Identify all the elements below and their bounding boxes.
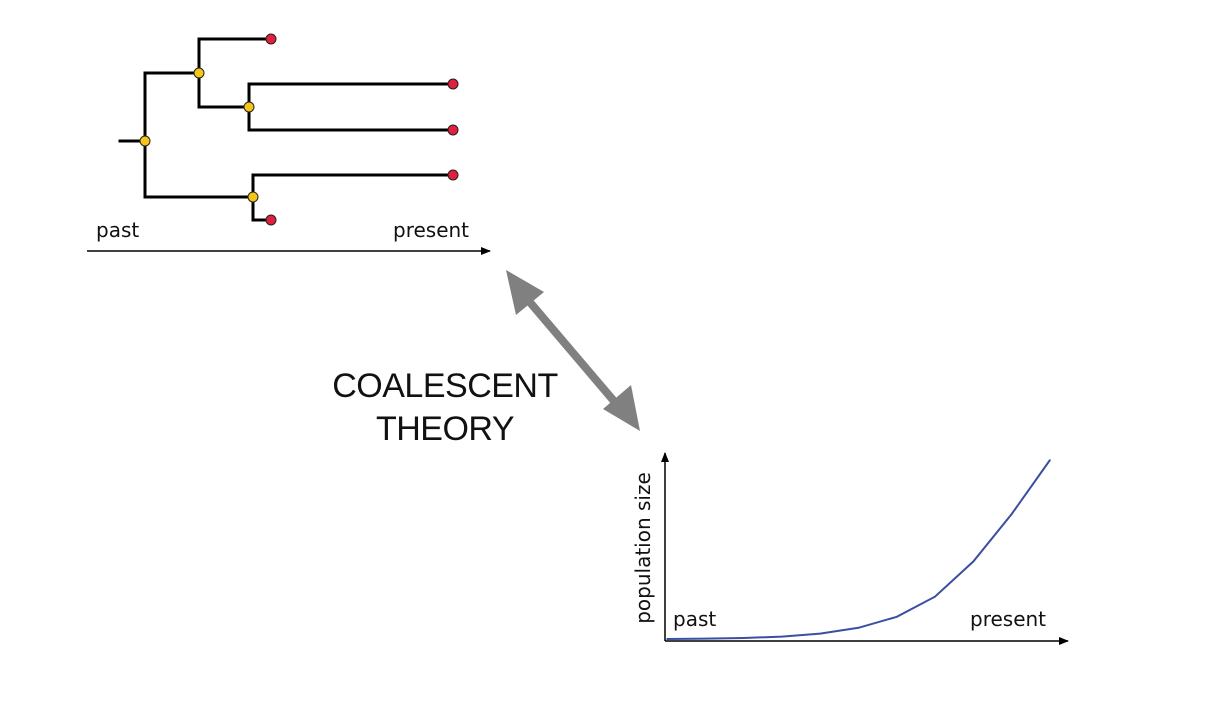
coalescent-node (247, 191, 259, 203)
population-point (819, 632, 821, 635)
sample-tip (265, 214, 277, 226)
double-arrow-icon (506, 270, 640, 431)
population-chart: population size past present (631, 452, 1069, 645)
population-point (1010, 513, 1013, 515)
population-series-points (666, 459, 1051, 640)
population-point (1049, 459, 1051, 461)
population-point (666, 638, 668, 640)
sample-tip (447, 78, 459, 90)
tip-nodes (265, 33, 459, 226)
caption-line-2: THEORY (376, 410, 514, 448)
population-point (857, 627, 860, 629)
population-point (896, 616, 898, 618)
coalescent-node (243, 101, 255, 113)
caption-line-1: COALESCENT (332, 367, 558, 405)
sample-tip (447, 124, 459, 136)
population-point (704, 637, 707, 640)
population-point (934, 595, 936, 598)
sample-tip (447, 169, 459, 181)
population-point (781, 635, 783, 638)
population-point (742, 637, 745, 639)
coalescent-node (139, 135, 151, 147)
tree-branches (118, 37, 455, 222)
tree-past-label: past (96, 218, 139, 242)
coalescent-link: COALESCENT THEORY (332, 270, 640, 448)
y-axis-label: population size (631, 472, 655, 624)
sample-tip (265, 33, 277, 45)
internal-nodes (139, 67, 259, 203)
tree-present-label: present (393, 218, 469, 242)
x-axis-past-label: past (673, 607, 716, 631)
x-axis-present-label: present (970, 607, 1046, 631)
population-point (972, 560, 975, 563)
coalescent-node (193, 67, 205, 79)
genealogy-tree: past present (87, 33, 491, 255)
